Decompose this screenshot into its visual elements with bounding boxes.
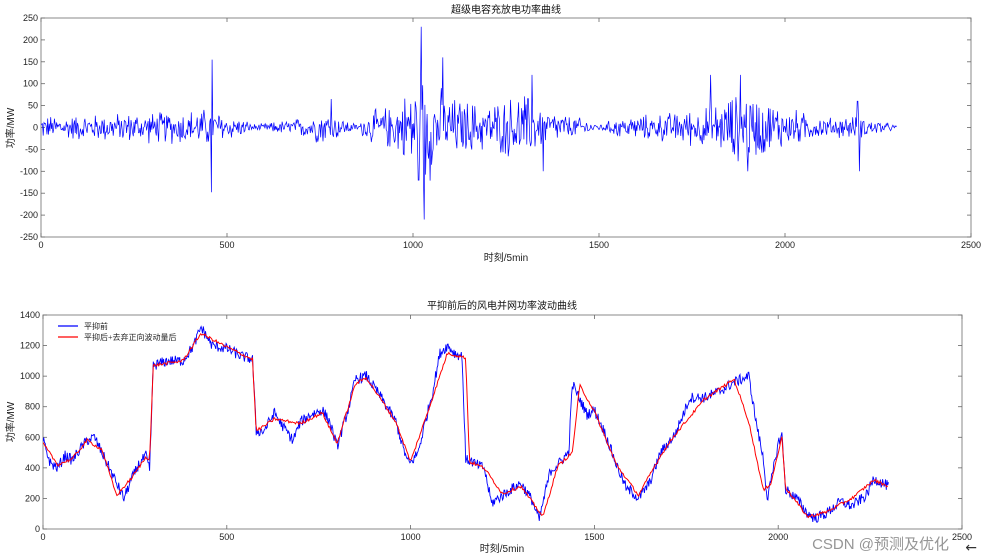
chart2-legend: 平抑前 平抑后+去弃正向波动量后 bbox=[58, 321, 177, 342]
chart1-title: 超级电容充放电功率曲线 bbox=[451, 3, 561, 16]
x-tick-label: 1500 bbox=[589, 240, 609, 250]
x-tick-label: 0 bbox=[38, 240, 43, 250]
chart2-series-after-line bbox=[43, 332, 889, 519]
y-tick-label: 50 bbox=[28, 101, 38, 111]
y-tick-label: 1200 bbox=[20, 341, 40, 351]
y-tick-label: 200 bbox=[23, 35, 38, 45]
x-tick-label: 1500 bbox=[584, 532, 604, 542]
y-tick-label: 600 bbox=[25, 432, 40, 442]
chart-power-capacitor: 超级电容充放电功率曲线 时刻/5min 功率/MW 0 500 1000 1500 20… bbox=[4, 3, 981, 264]
chart2-ylabel: 功率/MW bbox=[4, 401, 17, 442]
y-tick-label: 800 bbox=[25, 402, 40, 412]
x-tick-label: 2000 bbox=[768, 532, 788, 542]
legend-label-after: 平抑后+去弃正向波动量后 bbox=[84, 332, 177, 342]
chart1-xlabel: 时刻/5min bbox=[484, 251, 528, 264]
chart1-ylabel: 功率/MW bbox=[4, 107, 17, 148]
y-tick-label: 0 bbox=[35, 524, 40, 534]
x-tick-label: 1000 bbox=[403, 240, 423, 250]
chart-grid-power: 平抑前后的风电并网功率波动曲线 时刻/5min 功率/MW 0 500 1000 15… bbox=[4, 299, 972, 555]
y-tick-label: -200 bbox=[20, 210, 38, 220]
x-tick-label: 2500 bbox=[952, 532, 972, 542]
y-tick-label: 150 bbox=[23, 57, 38, 67]
y-tick-label: 100 bbox=[23, 79, 38, 89]
x-tick-label: 500 bbox=[219, 240, 234, 250]
y-tick-label: 250 bbox=[23, 13, 38, 23]
arrow-left-icon[interactable]: ← bbox=[965, 540, 977, 556]
x-tick-label: 2000 bbox=[775, 240, 795, 250]
chart1-series-line bbox=[41, 26, 897, 220]
chart2-title: 平抑前后的风电并网功率波动曲线 bbox=[427, 299, 577, 312]
y-tick-label: 1400 bbox=[20, 310, 40, 320]
watermark: CSDN @预测及优化 bbox=[812, 536, 949, 553]
x-tick-label: 500 bbox=[219, 532, 234, 542]
x-tick-label: 0 bbox=[40, 532, 45, 542]
legend-label-before: 平抑前 bbox=[84, 321, 108, 331]
y-tick-label: 0 bbox=[33, 123, 38, 133]
y-tick-label: 400 bbox=[25, 463, 40, 473]
chart2-x-ticks: 0 500 1000 1500 2000 2500 bbox=[40, 315, 972, 542]
x-tick-label: 1000 bbox=[401, 532, 421, 542]
y-tick-label: -250 bbox=[20, 232, 38, 242]
chart2-y-ticks: 0 200 400 600 800 1000 1200 1400 bbox=[20, 310, 962, 534]
chart1-x-ticks: 0 500 1000 1500 2000 2500 bbox=[38, 18, 981, 250]
x-tick-label: 2500 bbox=[961, 240, 981, 250]
y-tick-label: 200 bbox=[25, 493, 40, 503]
y-tick-label: -150 bbox=[20, 188, 38, 198]
chart2-xlabel: 时刻/5min bbox=[480, 542, 524, 555]
chart1-y-ticks: -250 -200 -150 -100 -50 0 50 100 150 200 250 bbox=[20, 13, 971, 242]
y-tick-label: -50 bbox=[25, 144, 38, 154]
y-tick-label: 1000 bbox=[20, 371, 40, 381]
y-tick-label: -100 bbox=[20, 166, 38, 176]
